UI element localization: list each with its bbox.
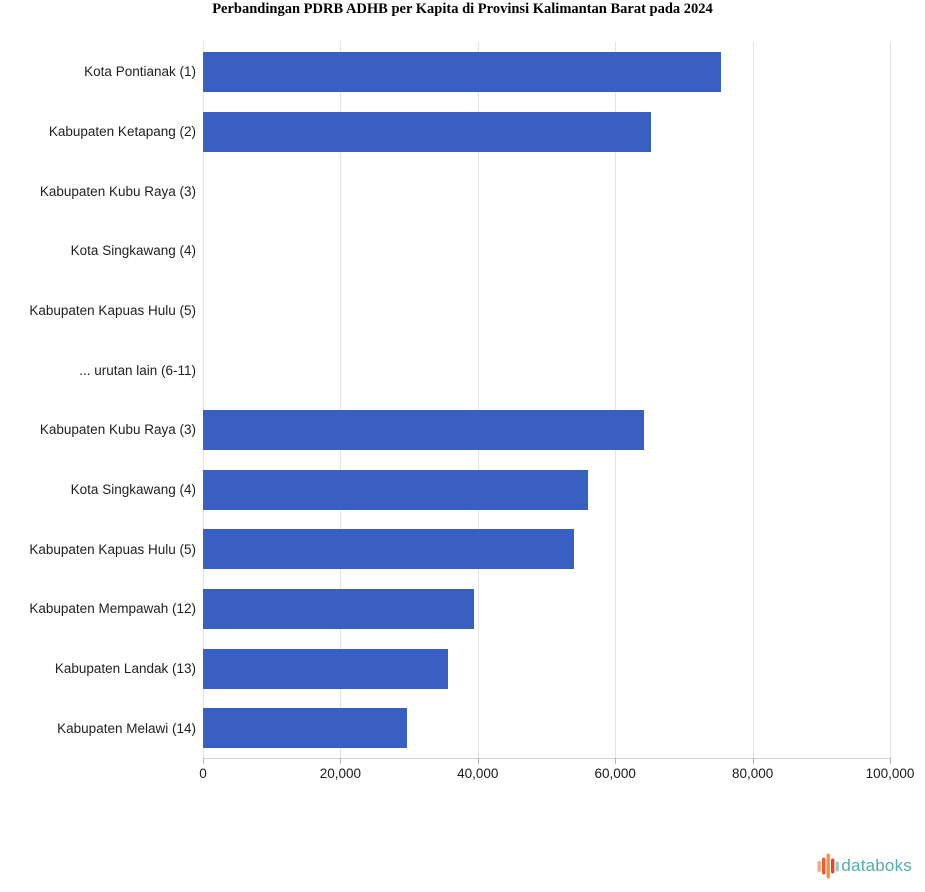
bar-track: [203, 281, 890, 341]
gridline: [340, 42, 342, 758]
bar[interactable]: [203, 588, 474, 629]
chart-row: Kabupaten Melawi (14): [0, 698, 890, 758]
bar[interactable]: [203, 469, 588, 510]
gridline: [203, 42, 204, 758]
bar[interactable]: [203, 708, 408, 749]
chart-row: ... urutan lain (6-11): [0, 340, 890, 400]
chart-row: Kota Pontianak (1): [0, 42, 890, 102]
chart-row: Kabupaten Kapuas Hulu (5): [0, 519, 890, 579]
axis-tick: [203, 758, 204, 764]
bar[interactable]: [203, 111, 651, 152]
axis-tick: [340, 758, 342, 764]
bar-track: [203, 161, 890, 221]
axis-tick-label: 60,000: [594, 766, 636, 781]
chart-row: Kabupaten Landak (13): [0, 639, 890, 699]
gridline: [752, 42, 754, 758]
axis-tick-label: 20,000: [319, 766, 362, 781]
bar-track: [203, 519, 890, 579]
category-label: Kabupaten Mempawah (12): [29, 601, 196, 617]
category-label: Kabupaten Kubu Raya (3): [39, 183, 196, 199]
bar-track: [203, 698, 890, 758]
bar[interactable]: [203, 648, 449, 689]
category-label: Kabupaten Ketapang (2): [48, 124, 196, 139]
bar[interactable]: [203, 409, 645, 450]
category-label: Kota Singkawang (4): [70, 482, 196, 498]
databoks-bars-icon: [817, 853, 840, 879]
axis-tick-label: 80,000: [731, 766, 774, 781]
bar-track: [203, 460, 890, 520]
category-label: Kota Pontianak (1): [84, 64, 196, 80]
bar-track: [203, 221, 890, 281]
x-axis: 0 20,000 40,000 60,000 80,000 100,000: [199, 758, 914, 788]
chart-row: Kabupaten Mempawah (12): [0, 579, 890, 639]
axis-tick: [477, 758, 479, 764]
category-label: Kabupaten Landak (13): [54, 661, 196, 677]
category-label: Kabupaten Kapuas Hulu (5): [29, 541, 196, 557]
bar-track: [203, 102, 890, 162]
chart-title: Perbandingan PDRB ADHB per Kapita di Pro…: [212, 1, 713, 17]
gridline: [615, 42, 617, 758]
category-label: Kabupaten Kubu Raya (3): [39, 422, 196, 438]
category-label: ... urutan lain (6-11): [79, 362, 196, 378]
databoks-logo-text: databoks: [841, 856, 912, 875]
chart-row: Kabupaten Ketapang (2): [0, 102, 890, 162]
chart-row: Kota Singkawang (4): [0, 221, 890, 281]
bar-track: [203, 579, 890, 639]
bar-track: [203, 400, 890, 460]
axis-tick-label: 0: [199, 766, 207, 781]
chart-row: Kabupaten Kubu Raya (3): [0, 400, 890, 460]
gridline: [477, 42, 479, 758]
bar-track: [203, 340, 890, 400]
bar-track: [203, 639, 890, 699]
axis-tick: [890, 758, 891, 764]
bar-track: [203, 42, 890, 102]
axis-tick: [752, 758, 754, 764]
rows: Kota Pontianak (1) Kabupaten Ketapang (2)…: [0, 42, 890, 758]
bar[interactable]: [203, 51, 721, 92]
category-label: Kabupaten Kapuas Hulu (5): [29, 303, 196, 319]
x-axis-line: [203, 758, 890, 759]
databoks-logo[interactable]: databoks: [817, 853, 912, 879]
axis-tick-label: 100,000: [865, 766, 915, 781]
category-label: Kota Singkawang (4): [70, 243, 196, 259]
plot-area: [203, 42, 891, 758]
axis-tick: [615, 758, 617, 764]
chart-row: Kota Singkawang (4): [0, 460, 890, 520]
chart-row: Kabupaten Kapuas Hulu (5): [0, 281, 890, 341]
bar[interactable]: [203, 529, 574, 570]
gridline: [890, 42, 891, 758]
chart-row: Kabupaten Kubu Raya (3): [0, 161, 890, 221]
category-label: Kabupaten Melawi (14): [57, 720, 196, 736]
axis-tick-label: 40,000: [457, 766, 499, 781]
